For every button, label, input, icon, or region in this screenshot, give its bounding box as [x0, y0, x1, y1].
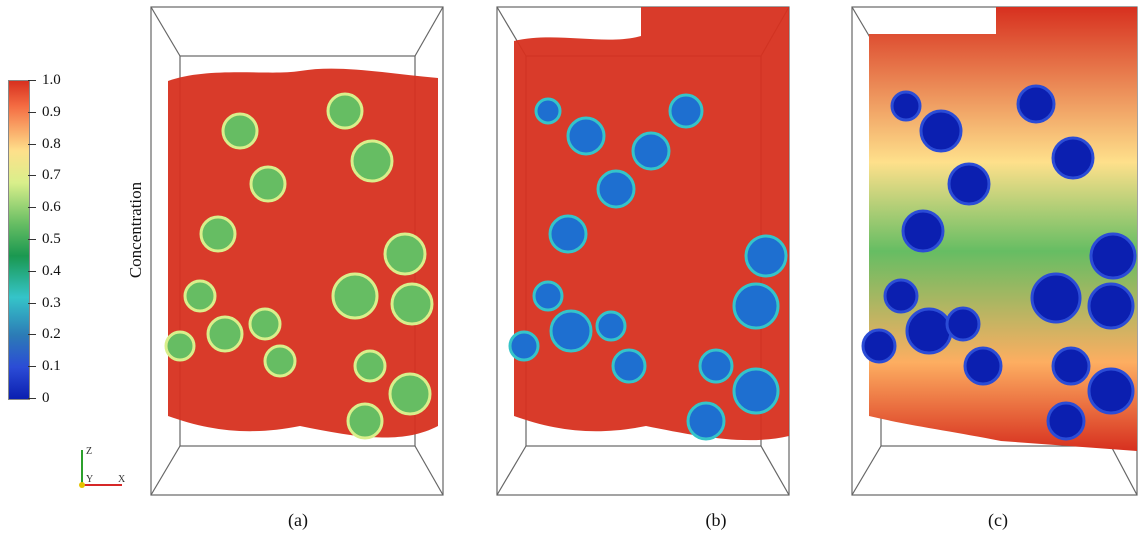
particle-sphere [164, 330, 196, 362]
particle-sphere [1016, 84, 1056, 124]
panel-c-render [851, 6, 1138, 496]
caption-c: (c) [988, 510, 1008, 530]
particle-sphere [905, 307, 953, 355]
particle-sphere [263, 344, 297, 378]
particle-sphere [346, 402, 384, 440]
colorbar-tick-label: 1.0 [42, 72, 61, 88]
particle-sphere [611, 348, 647, 384]
particle-sphere [732, 367, 780, 415]
colorbar-tick [28, 270, 36, 272]
particle-sphere [350, 139, 394, 183]
particle-sphere [183, 279, 217, 313]
colorbar-tick [28, 175, 36, 177]
colorbar-tick-label: 0.2 [42, 326, 61, 343]
particle-sphere [947, 162, 991, 206]
colorbar-tick [28, 239, 36, 240]
particle-sphere [1087, 282, 1135, 330]
axes-triad: Z Y X [79, 446, 126, 488]
colorbar-tick-label: 0.1 [42, 358, 61, 375]
colorbar-tick [28, 143, 36, 145]
colorbar-tick [28, 334, 36, 336]
particle-sphere [534, 97, 562, 125]
colorbar-tick-label: 0.7 [42, 167, 61, 184]
panel-a-render [150, 6, 444, 496]
panel-b-render [496, 6, 790, 496]
particle-sphere [919, 109, 963, 153]
colorbar-tick-label: 0.8 [42, 135, 61, 152]
particle-sphere [353, 349, 387, 383]
particle-sphere [883, 278, 919, 314]
particle-sphere [732, 282, 780, 330]
z-axis-label: Z [86, 446, 92, 457]
colorbar-tick [28, 80, 36, 81]
caption-a: (a) [288, 510, 308, 530]
particle-sphere [861, 328, 897, 364]
particle-sphere [595, 310, 627, 342]
particle-sphere [206, 315, 244, 353]
particle-sphere [249, 165, 287, 203]
y-axis-dot [79, 482, 85, 488]
particle-sphere [383, 232, 427, 276]
x-axis-label: X [118, 474, 126, 485]
particle-sphere [508, 330, 540, 362]
colorbar-tick-label: 0.3 [42, 294, 61, 311]
particle-sphere [566, 116, 606, 156]
colorbar-tick [28, 302, 36, 304]
particle-sphere [1046, 401, 1086, 441]
particle-sphere [548, 214, 588, 254]
colorbar-tick [28, 398, 36, 399]
particle-sphere [326, 92, 364, 130]
particle-sphere [331, 272, 379, 320]
colorbar-tick-label: 0 [42, 390, 50, 406]
particle-sphere [388, 372, 432, 416]
colorbar-tick-label: 0.6 [42, 199, 61, 216]
particle-sphere [1089, 232, 1137, 280]
particle-sphere [668, 93, 704, 129]
particle-sphere [698, 348, 734, 384]
particle-sphere [963, 346, 1003, 386]
colorbar-tick [28, 111, 36, 113]
particle-sphere [686, 401, 726, 441]
colorbar-tick-label: 0.5 [42, 231, 61, 247]
particle-sphere [945, 306, 981, 342]
particle-sphere [596, 169, 636, 209]
particle-sphere [744, 234, 788, 278]
caption-b: (b) [705, 510, 727, 530]
particle-sphere [1087, 367, 1135, 415]
y-axis-label: Y [86, 474, 93, 485]
particle-sphere [221, 112, 259, 150]
particle-sphere [1051, 346, 1091, 386]
particle-sphere [901, 209, 945, 253]
colorbar-tick [28, 366, 36, 368]
particle-sphere [890, 90, 922, 122]
particle-sphere [199, 215, 237, 253]
colorbar-tick [28, 207, 36, 209]
particle-sphere [390, 282, 434, 326]
particle-sphere [532, 280, 564, 312]
colorbar-tick-label: 0.4 [42, 262, 61, 279]
particle-sphere [248, 307, 282, 341]
particle-sphere [549, 309, 593, 353]
colorbar-title: Concentration [126, 181, 145, 279]
concentration-colorbar [8, 80, 30, 400]
particle-sphere [1051, 136, 1095, 180]
colorbar-tick-label: 0.9 [42, 103, 61, 120]
particle-sphere [1030, 272, 1082, 324]
particle-sphere [631, 131, 671, 171]
